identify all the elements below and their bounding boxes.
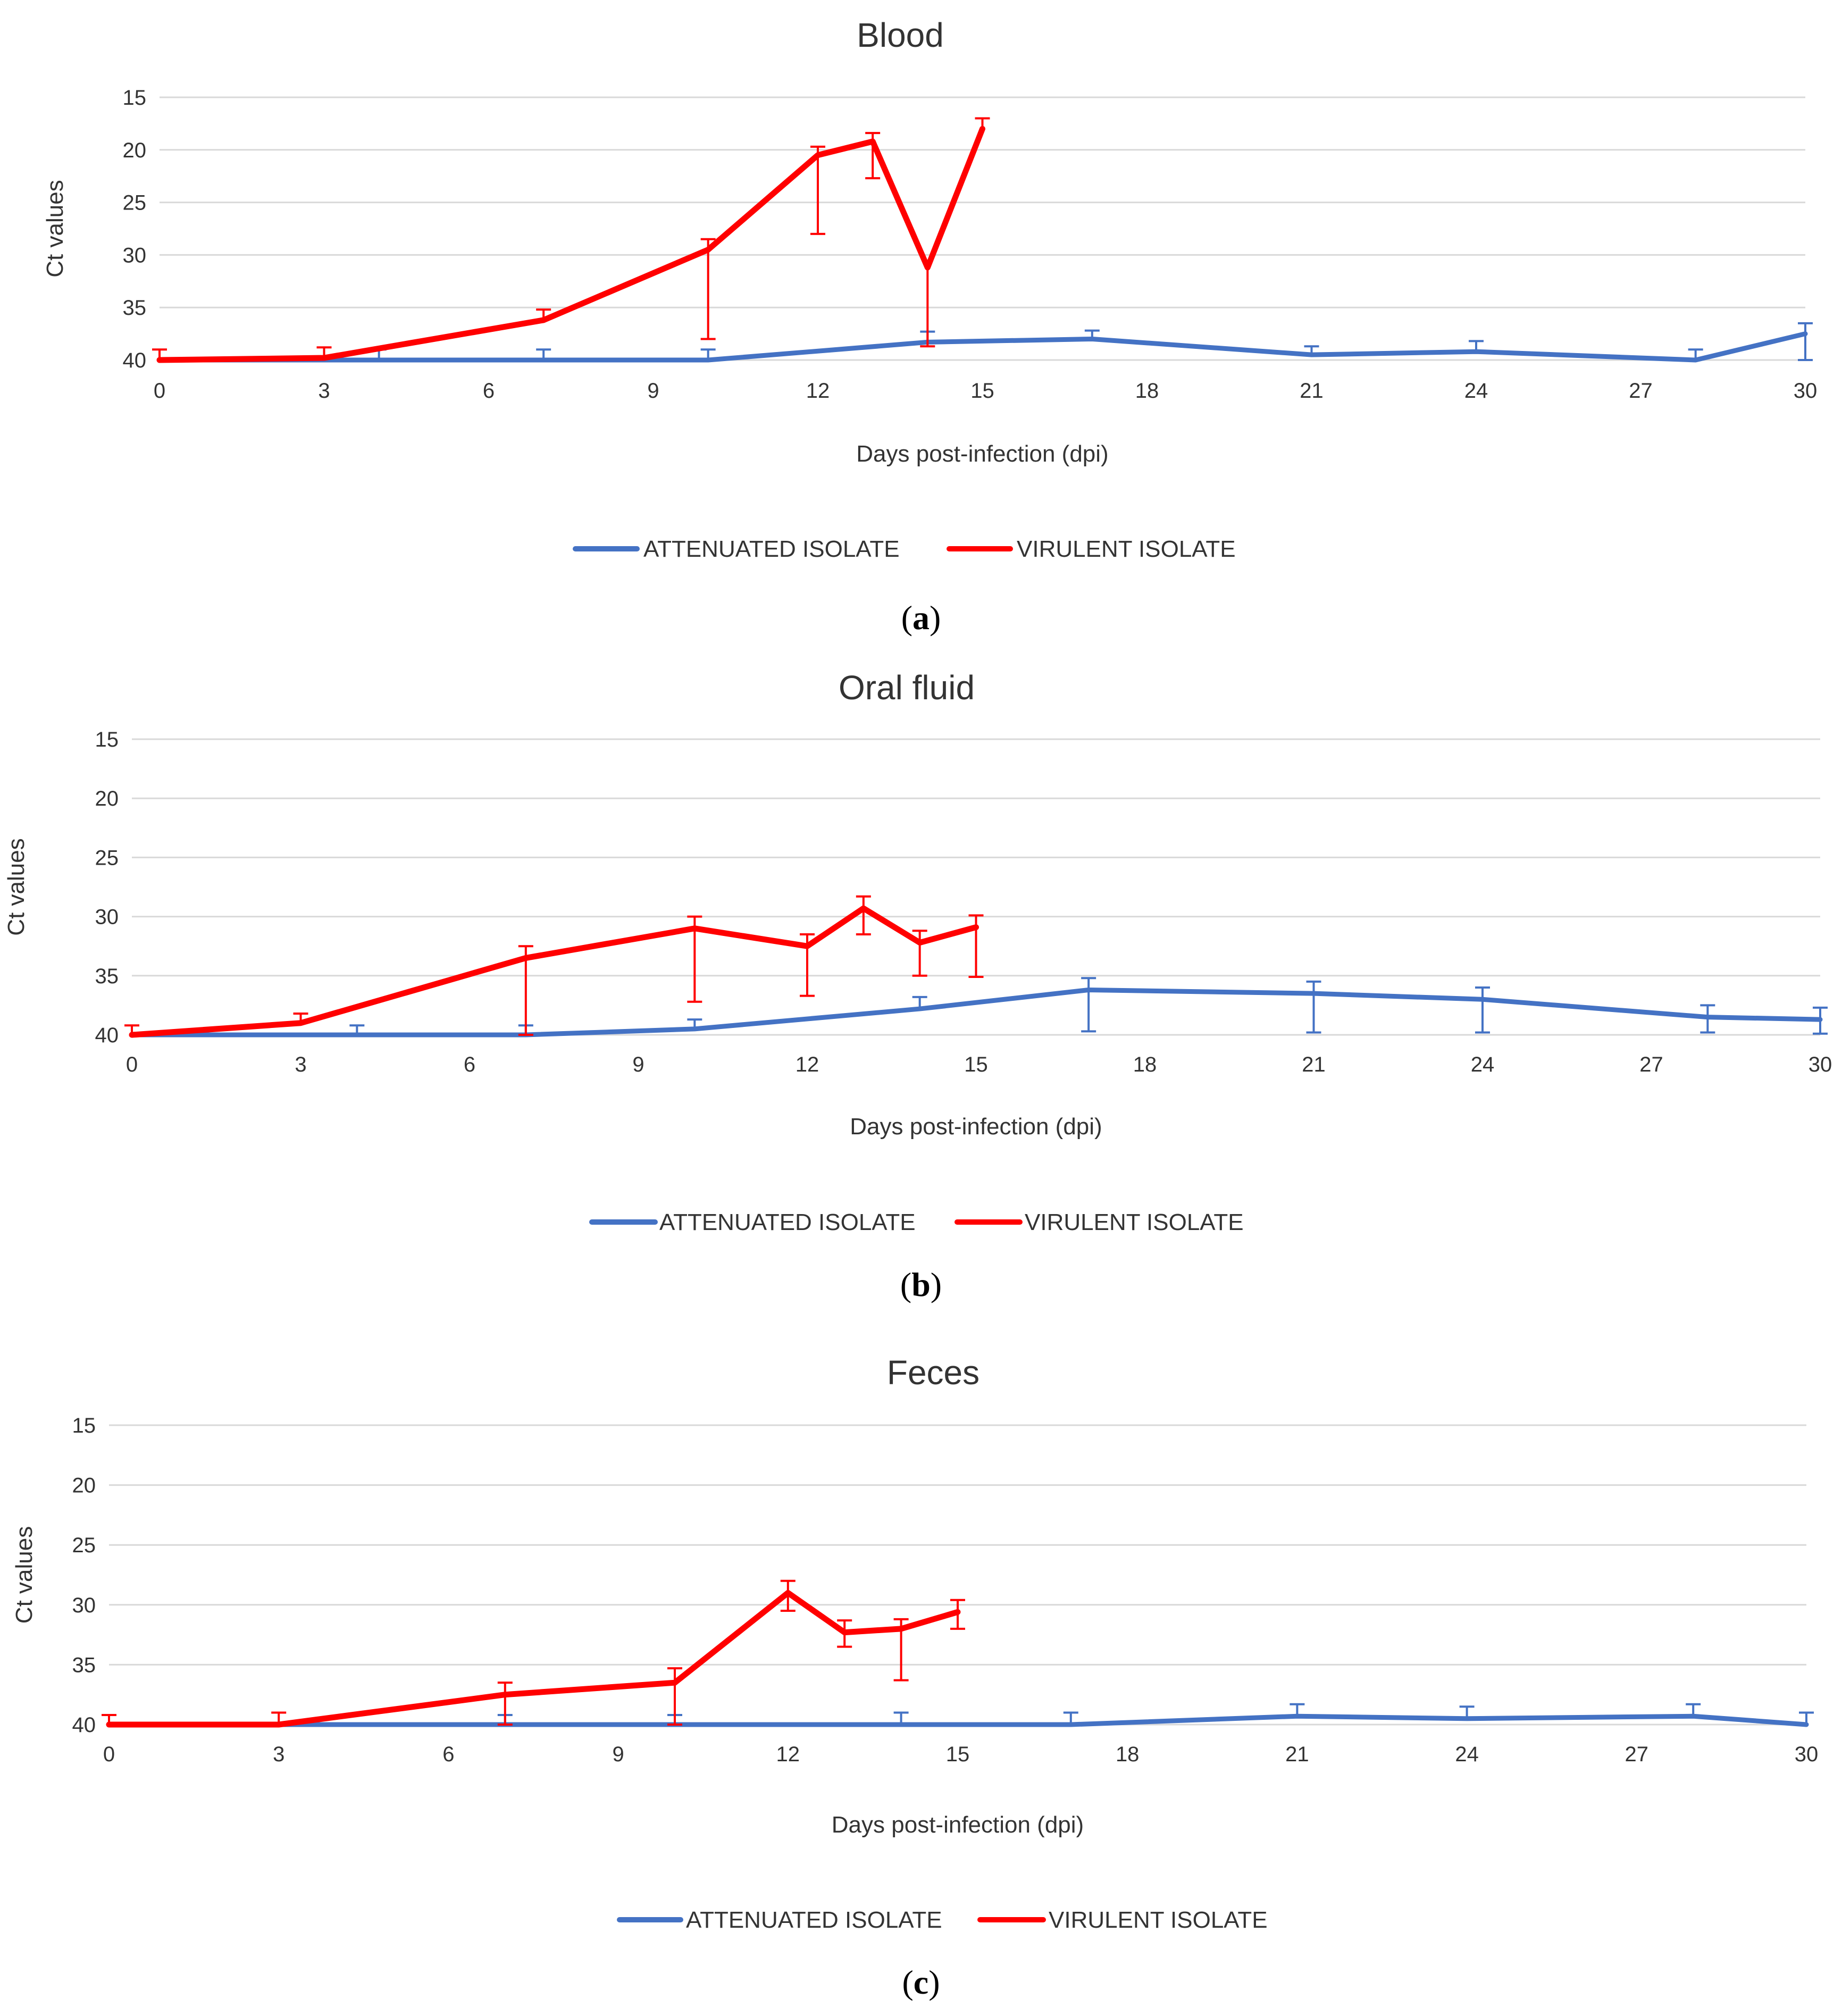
y-axis-label: Ct values — [3, 838, 29, 935]
y-tick-label: 25 — [95, 846, 119, 869]
panel-caption: (a) — [901, 599, 941, 637]
x-tick-label: 3 — [273, 1743, 284, 1766]
x-tick-label: 12 — [776, 1743, 800, 1766]
x-tick-label: 15 — [970, 379, 994, 403]
x-tick-label: 30 — [1808, 1053, 1832, 1076]
chart-legend: ATTENUATED ISOLATE VIRULENT ISOLATE — [573, 536, 1236, 562]
y-axis-label: Ct values — [11, 1526, 37, 1624]
attenuated-series-line — [106, 1713, 1809, 1727]
x-tick-label: 6 — [483, 379, 495, 403]
x-tick-label: 21 — [1285, 1743, 1309, 1766]
virulent-series-line — [106, 1590, 961, 1728]
x-tick-label: 24 — [1455, 1743, 1479, 1766]
y-tick-label: 40 — [123, 349, 147, 372]
x-tick-label: 0 — [154, 379, 165, 403]
legend-label-virulent: VIRULENT ISOLATE — [1017, 536, 1236, 562]
x-tick-label: 24 — [1471, 1053, 1495, 1076]
x-tick-label: 3 — [295, 1053, 306, 1076]
x-tick-label: 12 — [796, 1053, 819, 1076]
panel-caption: (b) — [900, 1266, 942, 1303]
x-tick-label: 9 — [632, 1053, 644, 1076]
x-axis-label: Days post-infection (dpi) — [850, 1114, 1102, 1140]
legend-label-attenuated: ATTENUATED ISOLATE — [643, 536, 900, 562]
y-tick-label: 15 — [95, 728, 119, 751]
y-tick-label: 35 — [72, 1653, 96, 1677]
panel-caption: (c) — [902, 1963, 940, 2001]
chart-title: Feces — [887, 1353, 979, 1392]
chart-title: Blood — [857, 16, 944, 54]
x-tick-label: 6 — [442, 1743, 454, 1766]
x-tick-label: 27 — [1629, 379, 1653, 403]
chart-legend: ATTENUATED ISOLATE VIRULENT ISOLATE — [617, 1907, 1268, 1933]
x-tick-label: 21 — [1302, 1053, 1326, 1076]
x-tick-label: 15 — [946, 1743, 970, 1766]
x-tick-label: 15 — [964, 1053, 988, 1076]
chart-panel-a: Blood 15 20 25 30 35 40 0 3 6 9 12 15 18 21 24 27 30 Ct va… — [42, 16, 1817, 637]
x-axis-label: Days post-infection (dpi) — [856, 441, 1108, 467]
y-tick-label: 30 — [72, 1594, 96, 1617]
chart-panel-c: Feces 15 20 25 30 35 40 0 3 6 9 12 15 18 21 24 27 30 Ct va… — [11, 1353, 1818, 2001]
x-tick-label: 9 — [612, 1743, 624, 1766]
virulent-series-line — [129, 905, 979, 1038]
legend-label-attenuated: ATTENUATED ISOLATE — [659, 1209, 916, 1235]
x-tick-label: 18 — [1116, 1743, 1140, 1766]
y-tick-label: 35 — [123, 296, 147, 320]
x-tick-label: 12 — [806, 379, 830, 403]
y-tick-label: 20 — [72, 1474, 96, 1498]
x-tick-label: 30 — [1794, 379, 1818, 403]
chart-legend: ATTENUATED ISOLATE VIRULENT ISOLATE — [589, 1209, 1244, 1235]
y-axis-label: Ct values — [42, 180, 68, 277]
x-tick-label: 18 — [1135, 379, 1159, 403]
y-tick-label: 15 — [72, 1414, 96, 1437]
legend-label-attenuated: ATTENUATED ISOLATE — [686, 1907, 942, 1933]
x-tick-label: 30 — [1795, 1743, 1819, 1766]
attenuated-series-line — [129, 987, 1823, 1038]
y-tick-label: 20 — [95, 787, 119, 810]
chart-panel-b: Oral fluid 15 20 25 30 35 40 0 3 6 9 12 15 18 21 24 27 30… — [3, 668, 1832, 1303]
virulent-series-line — [156, 126, 985, 363]
x-tick-label: 21 — [1300, 379, 1324, 403]
x-axis-label: Days post-infection (dpi) — [832, 1812, 1084, 1838]
x-tick-label: 18 — [1133, 1053, 1157, 1076]
y-tick-label: 25 — [72, 1534, 96, 1557]
chart-title: Oral fluid — [839, 668, 975, 707]
x-tick-label: 27 — [1639, 1053, 1663, 1076]
y-tick-label: 35 — [95, 965, 119, 988]
x-tick-label: 9 — [647, 379, 659, 403]
y-tick-label: 30 — [95, 906, 119, 929]
legend-label-virulent: VIRULENT ISOLATE — [1025, 1209, 1244, 1235]
y-tick-label: 30 — [123, 244, 147, 267]
y-tick-label: 40 — [72, 1713, 96, 1737]
x-tick-label: 27 — [1625, 1743, 1649, 1766]
x-tick-label: 0 — [103, 1743, 115, 1766]
y-tick-label: 40 — [95, 1024, 119, 1047]
attenuated-series-line — [157, 331, 1808, 363]
x-tick-label: 3 — [318, 379, 330, 403]
legend-label-virulent: VIRULENT ISOLATE — [1049, 1907, 1268, 1933]
x-tick-label: 24 — [1464, 379, 1488, 403]
x-tick-label: 0 — [126, 1053, 138, 1076]
y-tick-label: 25 — [123, 191, 147, 215]
y-tick-label: 15 — [123, 86, 147, 110]
x-tick-label: 6 — [464, 1053, 475, 1076]
y-tick-label: 20 — [123, 139, 147, 162]
